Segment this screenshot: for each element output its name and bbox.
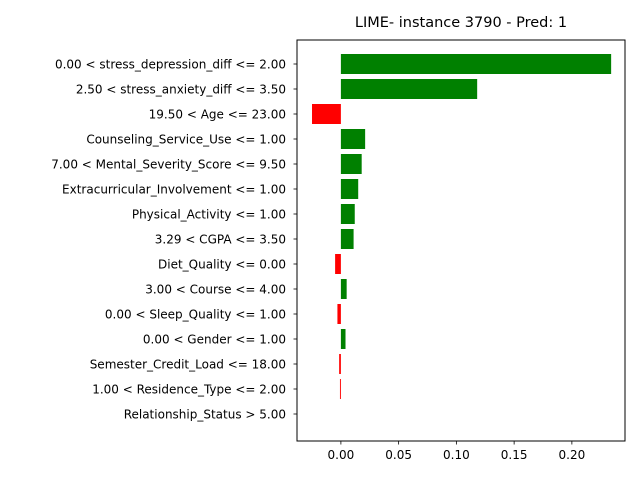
bar-13 bbox=[339, 379, 341, 399]
bar-5 bbox=[340, 179, 359, 199]
y-tick-label: Counseling_Service_Use <= 1.00 bbox=[86, 133, 286, 147]
x-tick-label: 0.05 bbox=[385, 448, 412, 462]
bar-8 bbox=[335, 254, 341, 274]
x-ticks: 0.00 0.05 0.10 0.15 0.20 bbox=[328, 441, 586, 462]
y-tick-label: 0.00 < stress_depression_diff <= 2.00 bbox=[55, 58, 286, 72]
y-tick-label: Semester_Credit_Load <= 18.00 bbox=[90, 358, 286, 372]
bar-11 bbox=[340, 329, 346, 349]
y-tick-label: 19.50 < Age <= 23.00 bbox=[149, 108, 286, 122]
y-tick-label: 7.00 < Mental_Severity_Score <= 9.50 bbox=[51, 158, 286, 172]
bar-3 bbox=[340, 129, 366, 149]
x-tick-label: 0.10 bbox=[443, 448, 470, 462]
x-tick-label: 0.15 bbox=[501, 448, 528, 462]
y-tick-label: 0.00 < Gender <= 1.00 bbox=[143, 333, 286, 347]
y-tick-label: 1.00 < Residence_Type <= 2.00 bbox=[92, 383, 286, 397]
y-tick-label: Relationship_Status > 5.00 bbox=[124, 408, 286, 422]
bar-7 bbox=[340, 229, 354, 249]
x-tick-label: 0.00 bbox=[328, 448, 355, 462]
bar-4 bbox=[340, 154, 362, 174]
bar-1 bbox=[340, 79, 478, 99]
bar-2 bbox=[312, 104, 341, 124]
bar-6 bbox=[340, 204, 355, 224]
y-tick-label: 0.00 < Sleep_Quality <= 1.00 bbox=[105, 308, 286, 322]
y-tick-labels: 0.00 < stress_depression_diff <= 2.00 2.5… bbox=[51, 58, 297, 422]
y-tick-label: Diet_Quality <= 0.00 bbox=[158, 258, 286, 272]
y-tick-label: Physical_Activity <= 1.00 bbox=[132, 208, 286, 222]
y-tick-label: Extracurricular_Involvement <= 1.00 bbox=[62, 183, 286, 197]
bar-12 bbox=[339, 354, 341, 374]
chart-title: LIME- instance 3790 - Pred: 1 bbox=[355, 15, 567, 31]
bar-9 bbox=[340, 279, 347, 299]
y-tick-label: 3.29 < CGPA <= 3.50 bbox=[155, 233, 286, 247]
bars-group bbox=[312, 54, 612, 399]
y-tick-label: 3.00 < Course <= 4.00 bbox=[145, 283, 286, 297]
x-tick-label: 0.20 bbox=[559, 448, 586, 462]
bar-10 bbox=[337, 304, 341, 324]
plot-frame bbox=[296, 39, 626, 442]
y-tick-label: 2.50 < stress_anxiety_diff <= 3.50 bbox=[76, 83, 286, 97]
bar-0 bbox=[340, 54, 612, 74]
